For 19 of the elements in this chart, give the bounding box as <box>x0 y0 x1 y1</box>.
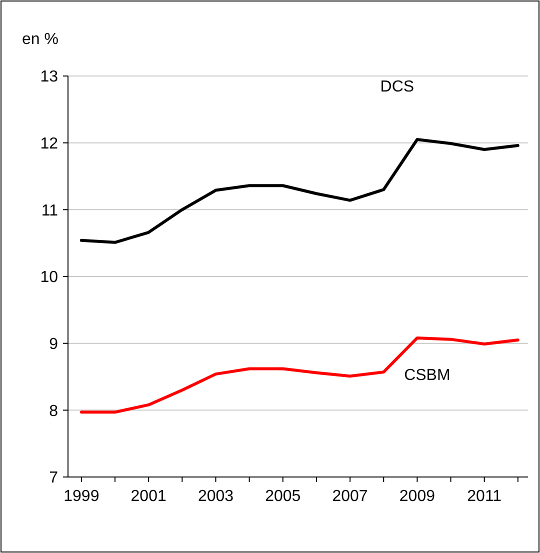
line-series <box>80 138 520 244</box>
x-tick-label: 2011 <box>467 488 502 505</box>
x-tick-label: 2001 <box>130 488 166 505</box>
y-tick-label: 7 <box>49 470 58 487</box>
x-tick-label: 2007 <box>332 488 368 505</box>
y-axis-title: en % <box>22 31 58 48</box>
text: DCS <box>380 78 414 96</box>
y-tick-label: 8 <box>49 402 58 420</box>
series-label: CSBM <box>404 366 450 384</box>
x-tick-label: 1999 <box>64 488 100 505</box>
y-tick-label: 11 <box>41 202 58 220</box>
x-tick-label: 2003 <box>198 488 234 505</box>
line-series <box>80 336 520 414</box>
y-tick-label: 9 <box>49 336 58 353</box>
y-tick-label: 10 <box>40 269 58 286</box>
y-tick-label: 13 <box>40 68 58 86</box>
x-tick-label: 2005 <box>265 488 301 505</box>
y-tick-label: 12 <box>40 135 58 152</box>
x-tick-label: 2009 <box>399 488 436 505</box>
